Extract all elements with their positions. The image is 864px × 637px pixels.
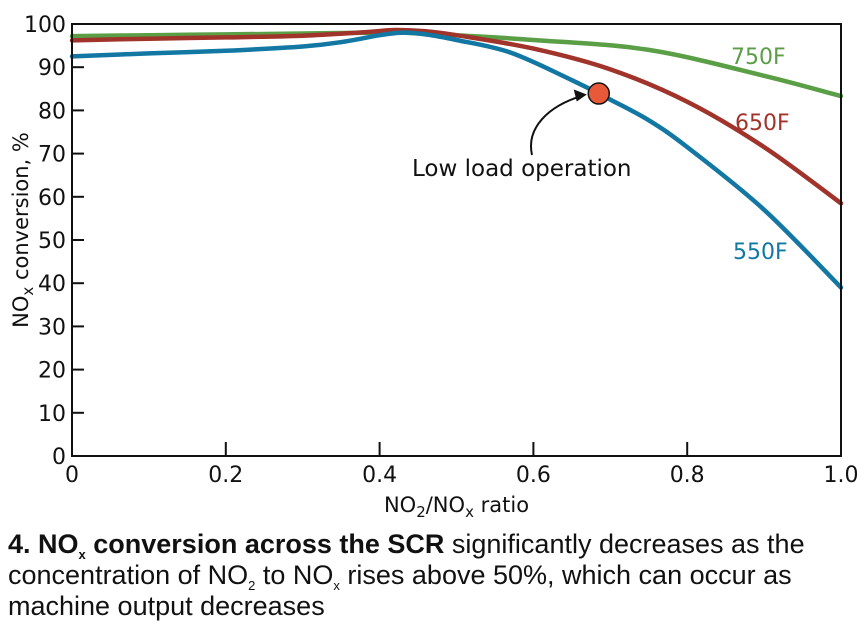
y-tick-label: 10 xyxy=(38,402,66,427)
x-tick-label: 0.4 xyxy=(362,463,397,488)
series-label-650F: 650F xyxy=(735,111,790,136)
y-tick-label: 70 xyxy=(38,143,66,168)
caption-bold-sub: x xyxy=(78,547,86,562)
caption-bold-pre: 4. NO xyxy=(8,529,79,559)
annotation-arrow xyxy=(530,94,584,156)
series-labels: 750F 650F 550F xyxy=(731,45,790,265)
series-lines xyxy=(69,27,844,290)
low-load-marker xyxy=(587,82,611,105)
y-tick-label: 0 xyxy=(52,445,66,470)
y-tick-label: 50 xyxy=(38,229,66,254)
y-tick-label: 80 xyxy=(38,99,66,124)
x-tick-label: 0.6 xyxy=(516,463,551,488)
x-axis-title: NO2/NOx ratio xyxy=(384,493,529,521)
caption-text-2: to NO xyxy=(255,560,334,590)
series-label-550F: 550F xyxy=(733,240,788,265)
y-tick-label: 90 xyxy=(38,56,66,81)
y-tick-label: 100 xyxy=(24,13,66,38)
caption-text-3: rises above 50%, which can occur as mach… xyxy=(8,560,792,621)
y-tick-label: 60 xyxy=(38,186,66,211)
caption-sub-3: x xyxy=(333,578,340,593)
series-line-650F xyxy=(69,27,844,206)
x-tick-label: 0.2 xyxy=(208,463,243,488)
annotation: Low load operation xyxy=(412,82,632,182)
x-tick-label: 0 xyxy=(65,463,79,488)
caption-bold-lead: 4. NOx conversion across the SCR xyxy=(8,529,445,562)
caption-sub-2: 2 xyxy=(248,578,256,593)
x-tick-label: 0.8 xyxy=(670,463,705,488)
series-label-750F: 750F xyxy=(731,45,786,70)
y-tick-label: 30 xyxy=(38,315,66,340)
y-axis-title: NOx conversion, % xyxy=(9,132,37,328)
y-axis-ticks: 0 10 20 30 40 50 60 70 80 90 100 xyxy=(24,13,84,470)
x-axis-ticks: 0 0.2 0.4 0.6 0.8 1.0 xyxy=(65,442,859,488)
y-tick-label: 40 xyxy=(38,272,66,297)
series-line-550F xyxy=(69,30,844,290)
annotation-text: Low load operation xyxy=(412,156,632,182)
plot-frame xyxy=(71,23,842,457)
x-tick-label: 1.0 xyxy=(824,463,859,488)
figure-caption: 4. NOx conversion across the SCR signifi… xyxy=(8,529,858,622)
caption-text-1: significantly decreases as the concentra… xyxy=(8,529,805,590)
caption-bold-post: conversion across the SCR xyxy=(85,529,445,559)
y-tick-label: 20 xyxy=(38,359,66,384)
annotation-arrowhead xyxy=(573,89,587,102)
